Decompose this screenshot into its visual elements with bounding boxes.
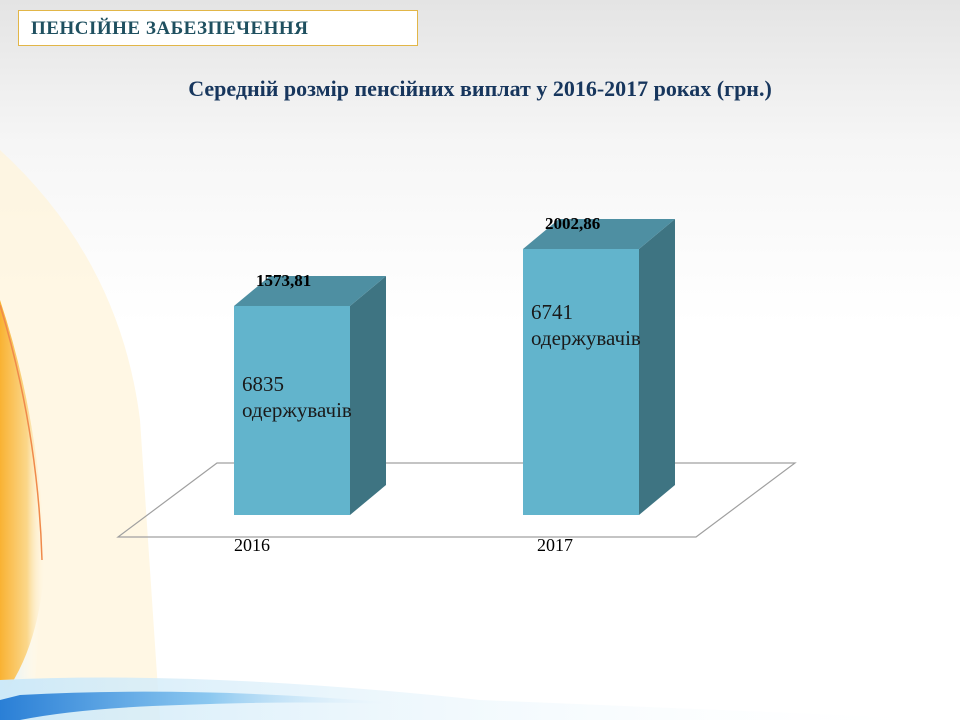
chart-title: Середній розмір пенсійних виплат у 2016-… (188, 76, 772, 101)
bar-side (350, 275, 386, 515)
bar-top (523, 219, 675, 249)
bar-2016 (234, 305, 350, 515)
bar-annotation: одержувачів (242, 398, 352, 422)
bar-count: 6835 (242, 372, 284, 396)
data-label: 2002,86 (545, 214, 600, 233)
bar-side (639, 219, 675, 515)
category-label: 2016 (234, 535, 270, 555)
category-label: 2017 (537, 535, 573, 555)
bar-count: 6741 (531, 300, 573, 324)
bar-annotation: одержувачів (531, 326, 641, 350)
section-label: ПЕНСІЙНЕ ЗАБЕЗПЕЧЕННЯ (18, 10, 418, 46)
bar-2017 (523, 249, 639, 515)
bar-top (234, 275, 386, 306)
floor (116, 462, 797, 538)
data-label: 1573,81 (256, 271, 311, 290)
